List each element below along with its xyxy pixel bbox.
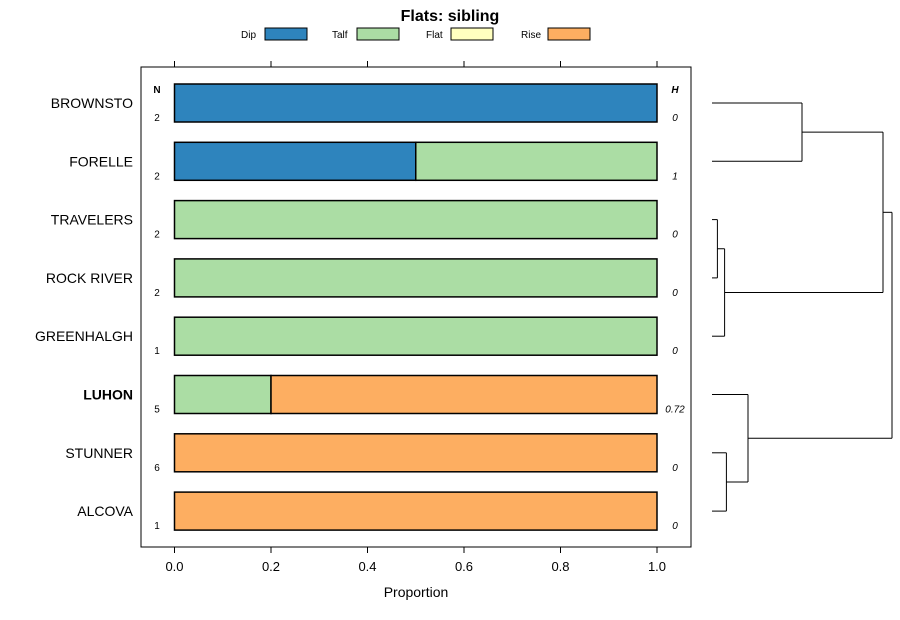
bar-rows: BROWNSTO 2 0 FORELLE 2 1 TRAVELERS 2 0 ROCK RIVER…	[35, 83, 685, 532]
bar-segment-talf	[173, 258, 658, 298]
legend-swatch-flat	[450, 27, 494, 41]
x-axis-label: Proportion	[384, 584, 449, 600]
row-n-value: 2	[154, 230, 160, 241]
row-h-value: 0	[672, 113, 678, 124]
row-n-value: 2	[154, 288, 160, 299]
bar-segment-talf	[173, 374, 272, 415]
row-h-value: 0	[672, 463, 678, 474]
legend-swatch-dip	[264, 27, 308, 41]
n-column-header: N	[153, 85, 160, 96]
plot-frame	[140, 66, 692, 548]
bar-segment-talf	[173, 199, 658, 240]
legend-label-talf: Talf	[332, 30, 348, 41]
row-n-value: 2	[154, 171, 160, 182]
row-label: STUNNER	[65, 445, 133, 461]
row-label: LUHON	[83, 387, 133, 403]
row-n-value: 2	[154, 113, 160, 124]
bar-segment-dip	[173, 83, 658, 123]
row-h-value: 1	[672, 171, 678, 182]
h-column-header: H	[671, 85, 679, 96]
row-n-value: 5	[154, 405, 160, 416]
legend: Dip Talf Flat Rise	[241, 27, 591, 41]
row-h-value: 0.72	[665, 405, 685, 416]
row-n-value: 1	[154, 521, 160, 532]
row-label: ROCK RIVER	[46, 270, 133, 286]
x-axis: 0.0 0.2 0.4 0.6 0.8 1.0	[165, 61, 666, 574]
x-tick-label: 0.2	[262, 559, 280, 574]
legend-label-rise: Rise	[521, 30, 541, 41]
x-tick-label: 1.0	[648, 559, 666, 574]
bar-segment-talf	[415, 141, 658, 182]
bar-segment-dip	[173, 141, 417, 182]
row-label: FORELLE	[69, 153, 133, 169]
row-h-value: 0	[672, 346, 678, 357]
dendrogram	[712, 102, 893, 512]
row-n-value: 1	[154, 346, 160, 357]
x-tick-label: 0.0	[165, 559, 183, 574]
x-tick-label: 0.6	[455, 559, 473, 574]
x-tick-label: 0.4	[358, 559, 376, 574]
bar-segment-rise	[173, 491, 658, 531]
legend-swatch-talf	[356, 27, 400, 41]
bar-segment-rise	[173, 433, 658, 473]
row-label: GREENHALGH	[35, 328, 133, 344]
row-n-value: 6	[154, 463, 160, 474]
x-tick-label: 0.8	[551, 559, 569, 574]
legend-label-dip: Dip	[241, 30, 256, 41]
legend-label-flat: Flat	[426, 30, 443, 41]
row-label: BROWNSTO	[51, 95, 133, 111]
chart-title: Flats: sibling	[401, 8, 500, 25]
row-label: ALCOVA	[77, 503, 133, 519]
row-label: TRAVELERS	[51, 212, 133, 228]
row-h-value: 0	[672, 230, 678, 241]
legend-swatch-rise	[547, 27, 591, 41]
bar-segment-talf	[173, 316, 658, 356]
bar-segment-rise	[270, 374, 658, 415]
row-h-value: 0	[672, 521, 678, 532]
row-h-value: 0	[672, 288, 678, 299]
